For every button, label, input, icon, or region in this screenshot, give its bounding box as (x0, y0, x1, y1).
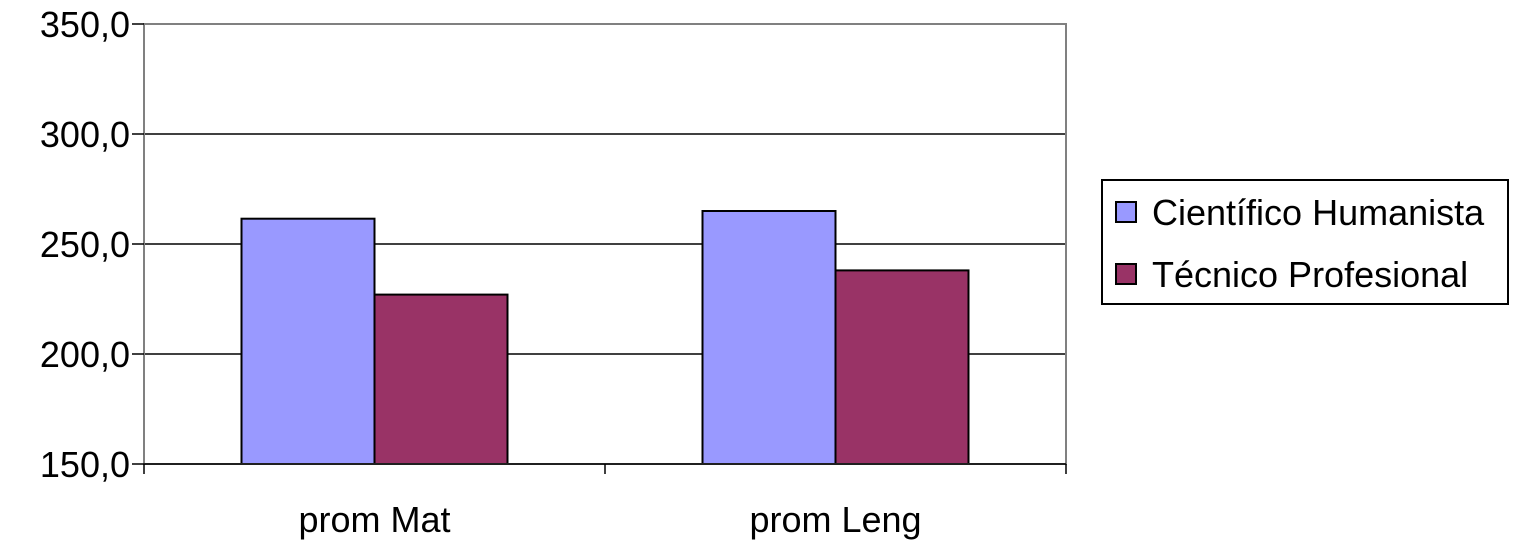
y-tick-label: 250,0 (40, 224, 130, 265)
y-tick-label: 200,0 (40, 334, 130, 375)
y-axis-ticks: 150,0 200,0 250,0 300,0 350,0 (40, 4, 144, 485)
x-axis-ticks: prom Mat prom Leng (143, 463, 1067, 540)
y-tick-label: 300,0 (40, 114, 130, 155)
legend: Científico Humanista Técnico Profesional (1101, 179, 1509, 305)
bars (240, 210, 970, 465)
legend-swatch-cientifico-humanista (1115, 201, 1137, 223)
y-tick-label: 350,0 (40, 4, 130, 45)
y-tick-label: 150,0 (40, 444, 130, 485)
legend-box (1101, 179, 1509, 305)
x-tick-label: prom Mat (298, 499, 450, 540)
bar-cientifico-humanista-prom-mat (240, 217, 376, 465)
legend-swatch-tecnico-profesional (1115, 263, 1137, 285)
x-tick-label: prom Leng (749, 499, 921, 540)
legend-label-tecnico-profesional: Técnico Profesional (1152, 254, 1468, 295)
bar-tecnico-profesional-prom-mat (373, 293, 509, 465)
bar-tecnico-profesional-prom-leng (834, 269, 970, 465)
legend-label-cientifico-humanista: Científico Humanista (1152, 192, 1485, 233)
bar-cientifico-humanista-prom-leng (701, 210, 837, 465)
